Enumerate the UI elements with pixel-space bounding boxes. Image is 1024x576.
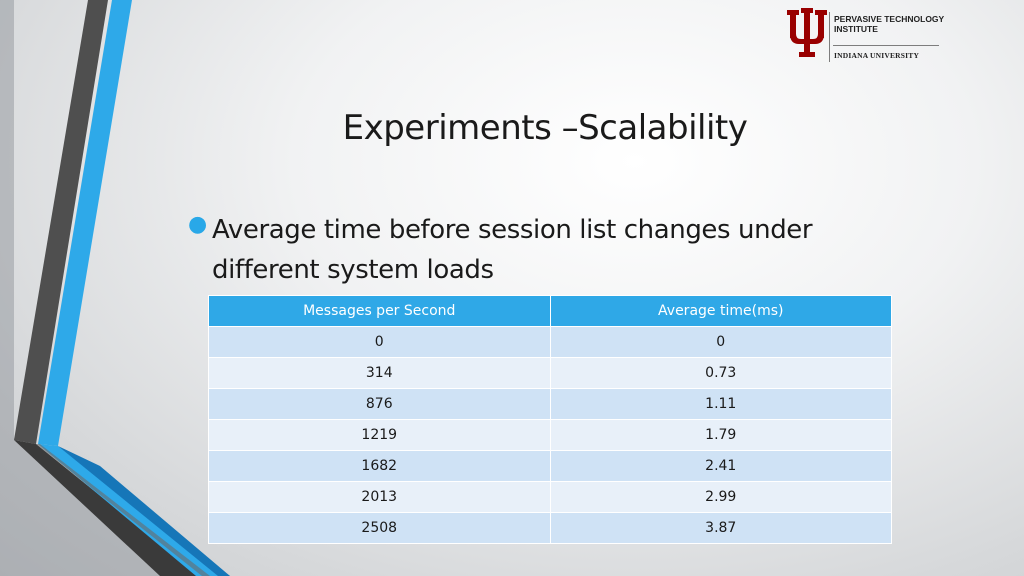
cell-avg-time: 2.41 bbox=[549, 450, 892, 482]
table-row: 1682 2.41 bbox=[208, 450, 892, 482]
table-row: 314 0.73 bbox=[208, 357, 892, 389]
cell-messages: 2508 bbox=[208, 512, 551, 544]
table-row: 2013 2.99 bbox=[208, 481, 892, 513]
bullet-icon: ● bbox=[188, 212, 207, 237]
cell-avg-time: 0.73 bbox=[549, 357, 892, 389]
cell-avg-time: 3.87 bbox=[549, 512, 892, 544]
header-messages-per-second: Messages per Second bbox=[208, 295, 551, 327]
cell-messages: 1682 bbox=[208, 450, 551, 482]
logo-rule bbox=[833, 45, 939, 46]
institute-name-line1: PERVASIVE TECHNOLOGY bbox=[834, 14, 945, 24]
bullet-text: Average time before session list changes… bbox=[212, 215, 813, 285]
table-row: 1219 1.79 bbox=[208, 419, 892, 451]
cell-avg-time: 1.11 bbox=[549, 388, 892, 420]
slide-title: Experiments –Scalability bbox=[342, 108, 748, 148]
header-average-time: Average time(ms) bbox=[549, 295, 892, 327]
cell-avg-time: 1.79 bbox=[549, 419, 892, 451]
institute-name: PERVASIVE TECHNOLOGY INSTITUTE bbox=[834, 14, 974, 34]
table-row: 2508 3.87 bbox=[208, 512, 892, 544]
decorative-stripes bbox=[0, 0, 230, 576]
cell-messages: 1219 bbox=[208, 419, 551, 451]
iu-pti-logo: PERVASIVE TECHNOLOGY INSTITUTE INDIANA U… bbox=[787, 8, 977, 64]
cell-avg-time: 2.99 bbox=[549, 481, 892, 513]
table-row: 876 1.11 bbox=[208, 388, 892, 420]
iu-trident-icon bbox=[787, 8, 827, 57]
cell-messages: 2013 bbox=[208, 481, 551, 513]
table-header-row: Messages per Second Average time(ms) bbox=[208, 295, 892, 327]
cell-messages: 0 bbox=[208, 326, 551, 358]
bullet-point: ● Average time before session list chang… bbox=[188, 210, 908, 290]
logo-divider bbox=[829, 12, 830, 62]
cell-avg-time: 0 bbox=[549, 326, 892, 358]
cell-messages: 876 bbox=[208, 388, 551, 420]
table-row: 0 0 bbox=[208, 326, 892, 358]
university-name: INDIANA UNIVERSITY bbox=[834, 51, 920, 60]
results-table: Messages per Second Average time(ms) 0 0… bbox=[208, 295, 892, 544]
cell-messages: 314 bbox=[208, 357, 551, 389]
institute-name-line2: INSTITUTE bbox=[834, 24, 878, 34]
